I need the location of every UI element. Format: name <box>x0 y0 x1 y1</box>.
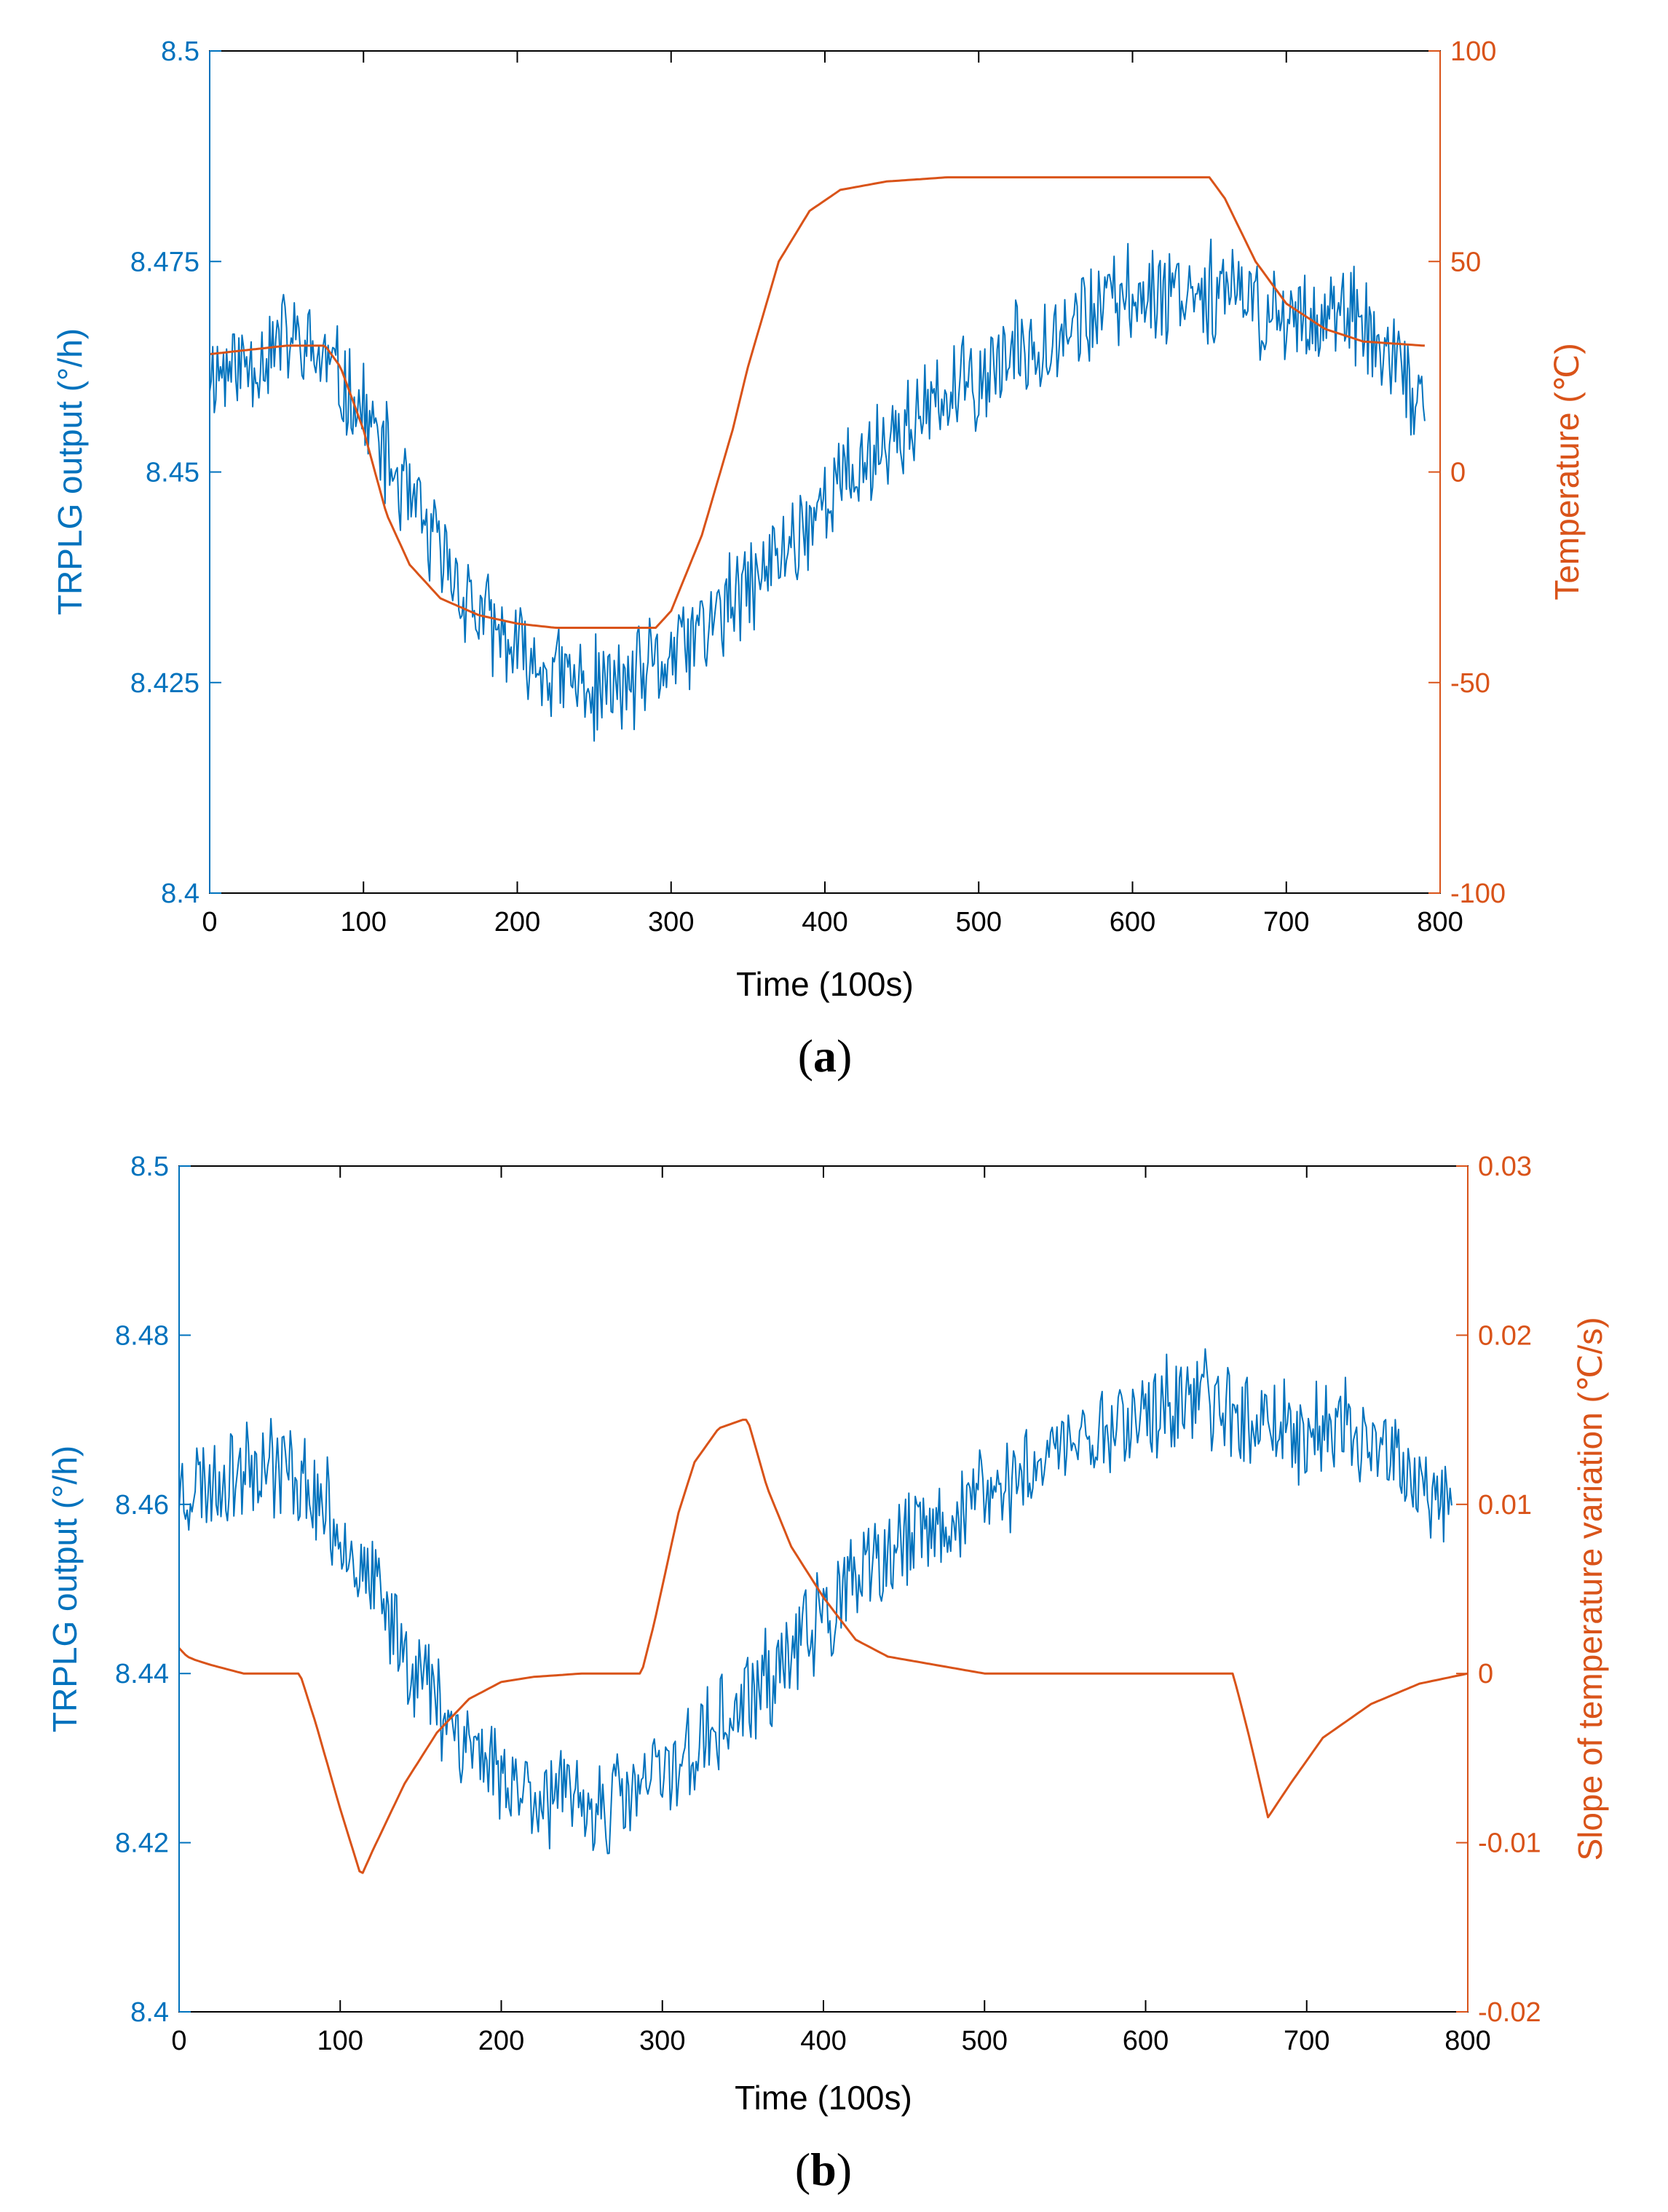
y-tick-label-right: 0.03 <box>1478 1151 1532 1182</box>
x-tick-label: 300 <box>639 2026 685 2056</box>
plot-area-b <box>178 1348 1469 1874</box>
chart-panel-b: 8.4 8.42 8.44 8.46 8.48 8.5 -0.02 -0.01 0 0.01 0.… <box>46 1151 1609 2195</box>
y-axis-right-b: -0.02 -0.01 0 0.01 0.02 0.03 <box>1456 1151 1541 2028</box>
y-tick-label-right: 100 <box>1450 36 1496 67</box>
y-axis-right-label-a: Temperature (℃) <box>1548 343 1586 600</box>
y-tick-label-right: -0.01 <box>1478 1828 1541 1859</box>
y-tick-label-right: -50 <box>1450 668 1490 699</box>
y-tick-label-left: 8.46 <box>115 1490 169 1521</box>
x-tick-label: 700 <box>1263 907 1309 937</box>
y-tick-label-left: 8.45 <box>146 458 199 488</box>
y-tick-label-right: 50 <box>1450 247 1481 277</box>
x-tick-label: 800 <box>1417 907 1463 937</box>
x-tick-label: 500 <box>956 907 1002 937</box>
x-tick-label: 400 <box>802 907 847 937</box>
x-tick-label: 200 <box>494 907 540 937</box>
series-line-trplg-output-b <box>178 1348 1452 1855</box>
x-tick-label: 800 <box>1444 2026 1490 2056</box>
y-tick-label-right: -100 <box>1450 879 1506 909</box>
y-tick-label-right: -0.02 <box>1478 1997 1541 2028</box>
plot-area-a <box>209 176 1426 742</box>
x-axis-label-a: Time (100s) <box>736 965 914 1003</box>
y-tick-label-left: 8.4 <box>161 879 199 909</box>
x-tick-label: 700 <box>1284 2026 1329 2056</box>
x-axis-b: 0 100 200 300 400 500 600 700 800 <box>171 1166 1491 2056</box>
y-tick-label-left: 8.475 <box>130 247 199 277</box>
y-axis-right-label-b: Slope of temperature variation (℃/s) <box>1571 1317 1609 1860</box>
y-tick-label-right: 0 <box>1450 458 1466 488</box>
x-tick-label: 600 <box>1123 2026 1169 2056</box>
y-axis-left-label-b: TRPLG output (°/h) <box>46 1446 84 1732</box>
y-tick-label-right: 0.02 <box>1478 1320 1532 1351</box>
panel-letter-a: a <box>813 1030 837 1082</box>
y-tick-label-right: 0.01 <box>1478 1490 1532 1521</box>
x-tick-label: 400 <box>800 2026 846 2056</box>
y-tick-label-left: 8.5 <box>161 36 199 67</box>
x-axis-a: 0 100 200 300 400 500 600 700 800 <box>202 51 1463 937</box>
y-axis-left-label-a: TRPLG output (°/h) <box>51 328 89 615</box>
y-axis-left-a: 8.4 8.425 8.45 8.475 8.5 <box>130 36 221 909</box>
y-tick-label-left: 8.44 <box>115 1659 169 1689</box>
chart-panel-a: 8.4 8.425 8.45 8.475 8.5 -100 -50 0 50 100 0 100 2… <box>51 36 1586 1082</box>
x-tick-label: 300 <box>648 907 694 937</box>
x-tick-label: 600 <box>1110 907 1155 937</box>
x-tick-label: 100 <box>317 2026 363 2056</box>
series-line-temperature-a <box>209 176 1425 629</box>
y-tick-label-left: 8.48 <box>115 1320 169 1351</box>
x-axis-label-b: Time (100s) <box>735 2079 912 2117</box>
x-tick-label: 200 <box>478 2026 524 2056</box>
series-line-trplg-output-a <box>209 238 1426 742</box>
panel-letter-b: b <box>810 2144 837 2195</box>
y-tick-label-left: 8.4 <box>130 1997 169 2028</box>
x-tick-label: 0 <box>171 2026 186 2056</box>
y-tick-label-left: 8.42 <box>115 1828 169 1859</box>
x-tick-label: 100 <box>341 907 387 937</box>
y-tick-label-left: 8.425 <box>130 668 199 699</box>
y-tick-label-right: 0 <box>1478 1659 1493 1689</box>
panel-label-a: (a) <box>798 1030 853 1082</box>
x-tick-label: 500 <box>962 2026 1008 2056</box>
y-tick-label-left: 8.5 <box>130 1151 169 1182</box>
y-axis-right-a: -100 -50 0 50 100 <box>1428 36 1506 909</box>
panel-label-b: (b) <box>795 2144 852 2195</box>
x-tick-label: 0 <box>202 907 217 937</box>
y-axis-left-b: 8.4 8.42 8.44 8.46 8.48 8.5 <box>115 1151 191 2028</box>
series-line-temperature-b <box>178 1419 1469 1874</box>
